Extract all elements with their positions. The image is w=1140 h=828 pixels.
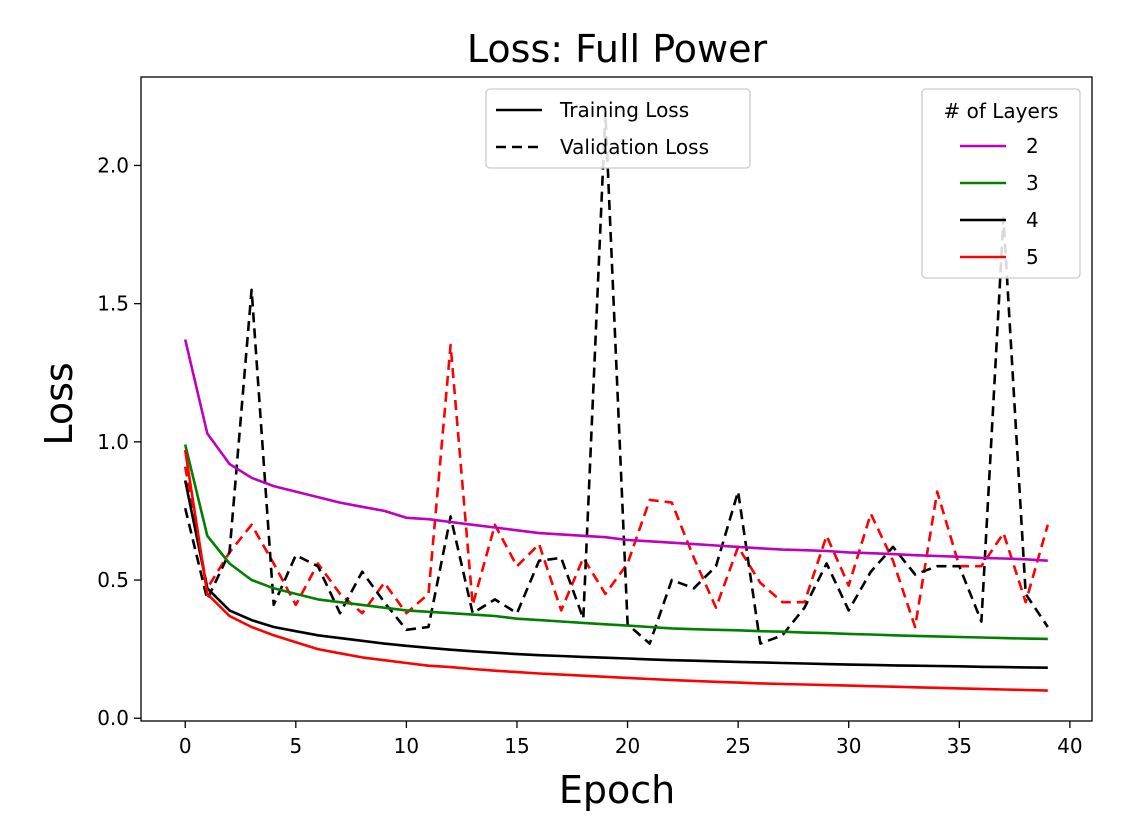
x-tick-label: 5 [289,734,302,758]
x-tick-label: 40 [1057,734,1082,758]
layers-legend-label: 5 [1026,245,1039,269]
series-line-training-2 [183,339,1048,562]
axes-layer: 0 5 10 15 20 25 30 35 400.00.51.01.52.0 [97,76,1093,758]
y-tick-label: 1.5 [97,292,129,316]
layers-legend-label: 3 [1026,171,1039,195]
style-legend-label: Validation Loss [560,135,709,159]
style-legend: Training Loss Validation Loss [485,88,751,169]
plot-frame [140,76,1093,722]
series-line-training-3 [183,444,1048,641]
y-tick-label: 0.0 [97,706,129,730]
y-tick-label: 2.0 [97,153,129,177]
layers-legend-title: # of Layers [944,99,1059,123]
x-tick-label: 35 [947,734,972,758]
y-tick-label: 1.0 [97,430,129,454]
x-tick-label: 15 [504,734,529,758]
chart-title: Loss: Full Power [467,27,768,71]
style-legend-box [485,88,751,169]
series-line-training-4 [183,480,1048,669]
x-tick-label: 10 [394,734,419,758]
y-axis-label: Loss [37,362,81,445]
x-tick-label: 20 [615,734,640,758]
series-line-validation-0 [183,343,1050,629]
y-tick-label: 0.5 [97,568,129,592]
series-line-training-5 [183,449,1048,692]
x-tick-label: 30 [836,734,861,758]
x-tick-label: 0 [179,734,192,758]
series-line-validation-1 [183,111,1049,645]
series-layer [183,111,1050,692]
layers-legend: # of Layers 2 3 4 5 [921,88,1081,279]
layers-legend-label: 4 [1026,208,1039,232]
layers-legend-label: 2 [1026,134,1039,158]
x-tick-label: 25 [725,734,750,758]
style-legend-label: Training Loss [559,98,689,122]
x-axis-label: Epoch [559,768,675,812]
